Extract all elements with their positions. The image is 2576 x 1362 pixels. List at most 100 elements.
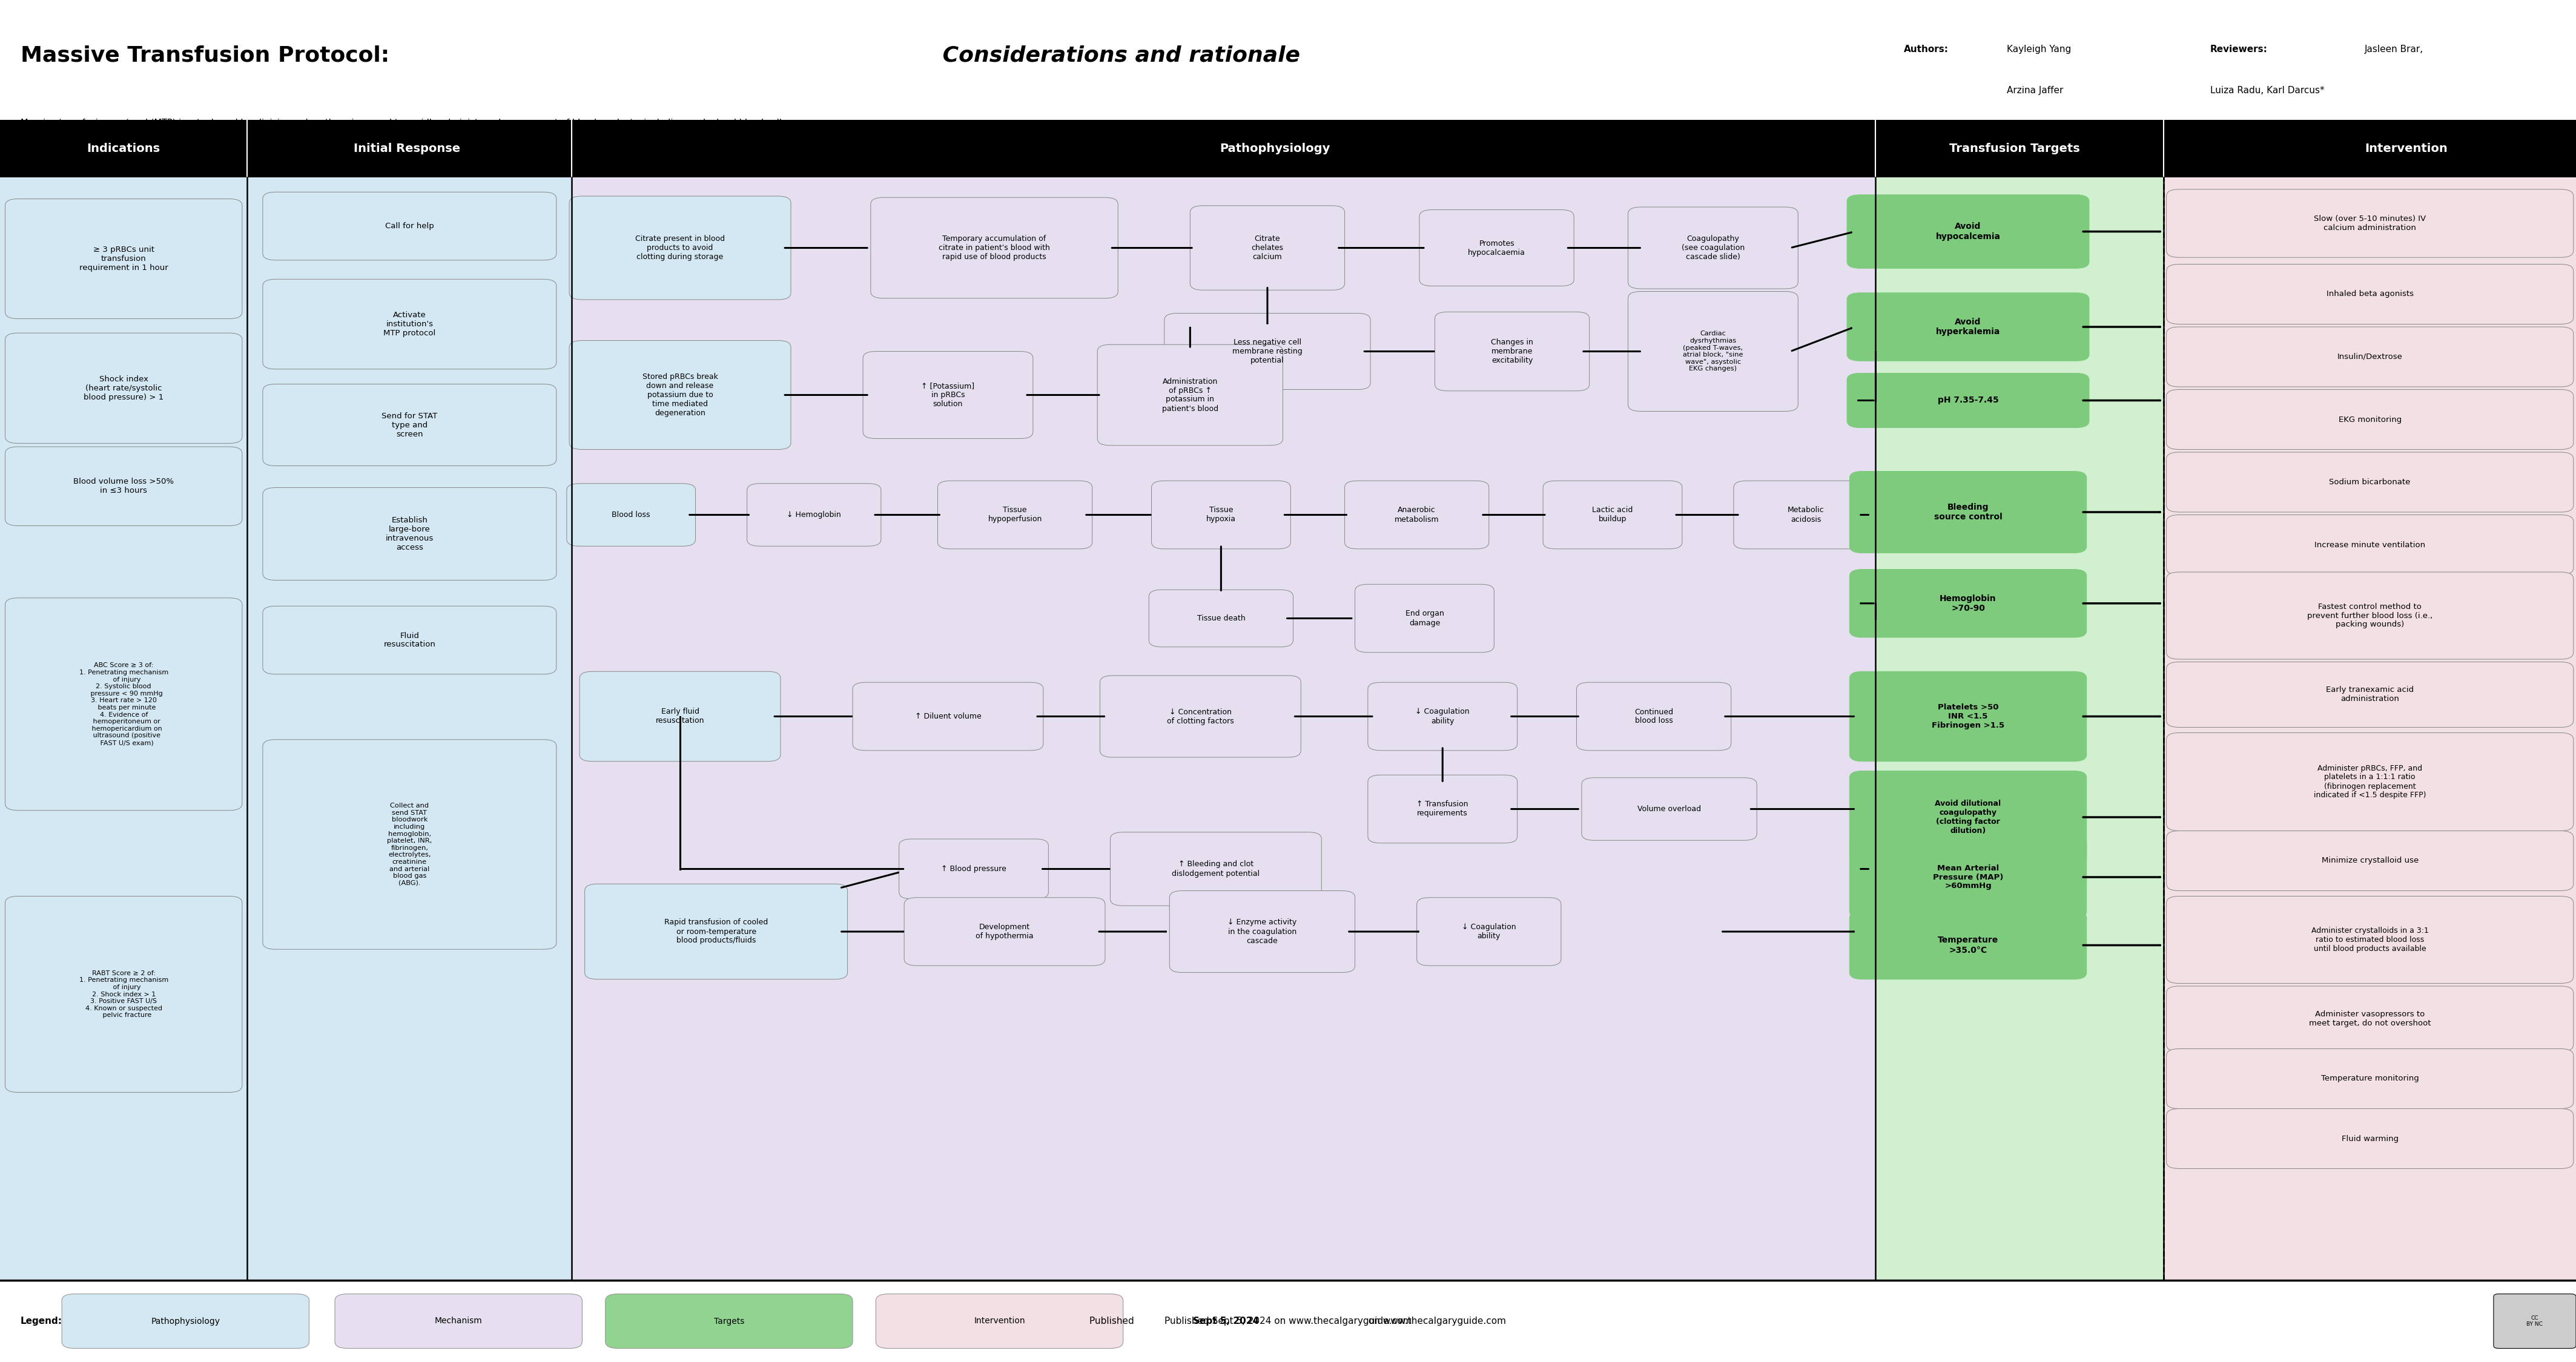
Text: RABT Score ≥ 2 of:
1. Penetrating mechanism
   of injury
2. Shock index > 1
3. P: RABT Score ≥ 2 of: 1. Penetrating mechan… [80,970,167,1019]
Text: Administer pRBCs, FFP, and
platelets in a 1:1:1 ratio
(fibrinogen replacement
in: Administer pRBCs, FFP, and platelets in … [2313,764,2427,799]
FancyBboxPatch shape [871,197,1118,298]
Text: Send for STAT
type and
screen: Send for STAT type and screen [381,411,438,439]
Text: End organ
damage: End organ damage [1404,610,1445,627]
Bar [1875,177,2164,1280]
FancyBboxPatch shape [2166,662,2573,727]
Text: Minimize crystalloid use: Minimize crystalloid use [2321,857,2419,865]
FancyBboxPatch shape [1368,775,1517,843]
Text: Anaerobic
metabolism: Anaerobic metabolism [1394,507,1440,523]
Text: Transfusion Targets: Transfusion Targets [1950,143,2079,154]
FancyBboxPatch shape [853,682,1043,750]
Text: Stored pRBCs break
down and release
potassium due to
time mediated
degeneration: Stored pRBCs break down and release pota… [641,373,719,417]
FancyBboxPatch shape [605,1294,853,1348]
Text: Rapid transfusion of cooled
or room-temperature
blood products/fluids: Rapid transfusion of cooled or room-temp… [665,918,768,945]
FancyBboxPatch shape [2166,189,2573,257]
Text: Temperature
>35.0°C: Temperature >35.0°C [1937,936,1999,955]
FancyBboxPatch shape [2166,327,2573,387]
Text: Sept 5, 2024: Sept 5, 2024 [1193,1317,1260,1325]
FancyBboxPatch shape [1850,671,2087,761]
Text: Jasleen Brar,: Jasleen Brar, [2365,45,2424,54]
FancyBboxPatch shape [2166,452,2573,512]
Text: pH 7.35-7.45: pH 7.35-7.45 [1937,396,1999,405]
Text: * MD at time of publication: * MD at time of publication [2210,124,2329,133]
Text: Blood loss: Blood loss [613,511,649,519]
FancyBboxPatch shape [1100,676,1301,757]
FancyBboxPatch shape [1170,891,1355,972]
Text: Massive transfusion protocol (MTP) is a tool used by clinicians when there is a : Massive transfusion protocol (MTP) is a … [21,118,786,128]
Text: Inhaled beta agonists: Inhaled beta agonists [2326,290,2414,298]
FancyBboxPatch shape [1345,481,1489,549]
Text: on www.thecalgaryguide.com: on www.thecalgaryguide.com [1365,1317,1507,1325]
Bar [2164,177,2576,1280]
Text: Early fluid
resuscitation: Early fluid resuscitation [657,708,703,725]
Text: Targets: Targets [714,1317,744,1325]
FancyBboxPatch shape [1110,832,1321,906]
FancyBboxPatch shape [1190,206,1345,290]
FancyBboxPatch shape [2166,264,2573,324]
Text: Administration
of pRBCs ↑
potassium in
patient's blood: Administration of pRBCs ↑ potassium in p… [1162,377,1218,413]
FancyBboxPatch shape [938,481,1092,549]
FancyBboxPatch shape [263,192,556,260]
FancyBboxPatch shape [1149,590,1293,647]
Text: Bleeding
source control: Bleeding source control [1935,503,2002,522]
Text: Mechanism: Mechanism [435,1317,482,1325]
Text: Temporary accumulation of
citrate in patient's blood with
rapid use of blood pro: Temporary accumulation of citrate in pat… [938,234,1051,262]
FancyBboxPatch shape [2166,390,2573,449]
Text: Continued
blood loss: Continued blood loss [1633,708,1674,725]
Text: Intervention: Intervention [2365,143,2447,154]
FancyBboxPatch shape [2166,515,2573,575]
Text: Fluid
resuscitation: Fluid resuscitation [384,632,435,648]
Text: Metabolic
acidosis: Metabolic acidosis [1788,507,1824,523]
FancyBboxPatch shape [1850,836,2087,918]
FancyBboxPatch shape [2166,831,2573,891]
Text: Establish
large-bore
intravenous
access: Establish large-bore intravenous access [386,516,433,552]
FancyBboxPatch shape [5,334,242,444]
FancyBboxPatch shape [1151,481,1291,549]
Text: Arzina Jaffer: Arzina Jaffer [2007,86,2063,95]
FancyBboxPatch shape [747,484,881,546]
Text: Collect and
send STAT
bloodwork
including
hemoglobin,
platelet, INR,
fibrinogen,: Collect and send STAT bloodwork includin… [386,802,433,887]
Text: EKG monitoring: EKG monitoring [2339,415,2401,424]
FancyBboxPatch shape [569,196,791,300]
Text: ↑ Bleeding and clot
dislodgement potential: ↑ Bleeding and clot dislodgement potenti… [1172,861,1260,877]
Text: Fastest control method to
prevent further blood loss (i.e.,
packing wounds): Fastest control method to prevent furthe… [2308,602,2432,629]
FancyBboxPatch shape [567,484,696,546]
Text: ↑ Transfusion
requirements: ↑ Transfusion requirements [1417,801,1468,817]
FancyBboxPatch shape [263,279,556,369]
Text: (pRBCs), fresh frozen plasma (FFP), and platelets. Complications of MTP are comm: (pRBCs), fresh frozen plasma (FFP), and … [21,155,788,165]
FancyBboxPatch shape [1850,911,2087,979]
FancyBboxPatch shape [1850,569,2087,637]
Text: Promotes
hypocalcaemia: Promotes hypocalcaemia [1468,240,1525,256]
FancyBboxPatch shape [1847,293,2089,361]
Text: Tissue
hypoxia: Tissue hypoxia [1206,507,1236,523]
Text: Pathophysiology: Pathophysiology [152,1317,219,1325]
FancyBboxPatch shape [904,898,1105,966]
FancyBboxPatch shape [1734,481,1878,549]
Text: Intervention: Intervention [974,1317,1025,1325]
Text: Insulin/Dextrose: Insulin/Dextrose [2336,353,2403,361]
FancyBboxPatch shape [876,1294,1123,1348]
Text: Citrate present in blood
products to avoid
clotting during storage: Citrate present in blood products to avo… [636,234,724,262]
FancyBboxPatch shape [1435,312,1589,391]
FancyBboxPatch shape [585,884,848,979]
Text: Activate
institution's
MTP protocol: Activate institution's MTP protocol [384,311,435,338]
FancyBboxPatch shape [263,740,556,949]
Text: Citrate
chelates
calcium: Citrate chelates calcium [1252,234,1283,262]
FancyBboxPatch shape [2166,1049,2573,1109]
Text: Early tranexamic acid
administration: Early tranexamic acid administration [2326,686,2414,703]
FancyBboxPatch shape [2166,986,2573,1051]
Text: ↓ Concentration
of clotting factors: ↓ Concentration of clotting factors [1167,708,1234,725]
Text: Administer vasopressors to
meet target, do not overshoot: Administer vasopressors to meet target, … [2308,1011,2432,1027]
FancyBboxPatch shape [2166,896,2573,983]
FancyBboxPatch shape [5,447,242,526]
FancyBboxPatch shape [1582,778,1757,840]
Text: Published: Published [1090,1317,1136,1325]
FancyBboxPatch shape [5,199,242,319]
Text: ↓ Coagulation
ability: ↓ Coagulation ability [1414,708,1471,725]
Text: ↑ Diluent volume: ↑ Diluent volume [914,712,981,720]
FancyBboxPatch shape [263,384,556,466]
Text: Administer crystalloids in a 3:1
ratio to estimated blood loss
until blood produ: Administer crystalloids in a 3:1 ratio t… [2311,926,2429,953]
Text: Less negative cell
membrane resting
potential: Less negative cell membrane resting pote… [1231,338,1303,365]
Text: ≥ 3 pRBCs unit
transfusion
requirement in 1 hour: ≥ 3 pRBCs unit transfusion requirement i… [80,245,167,272]
FancyBboxPatch shape [1628,207,1798,289]
